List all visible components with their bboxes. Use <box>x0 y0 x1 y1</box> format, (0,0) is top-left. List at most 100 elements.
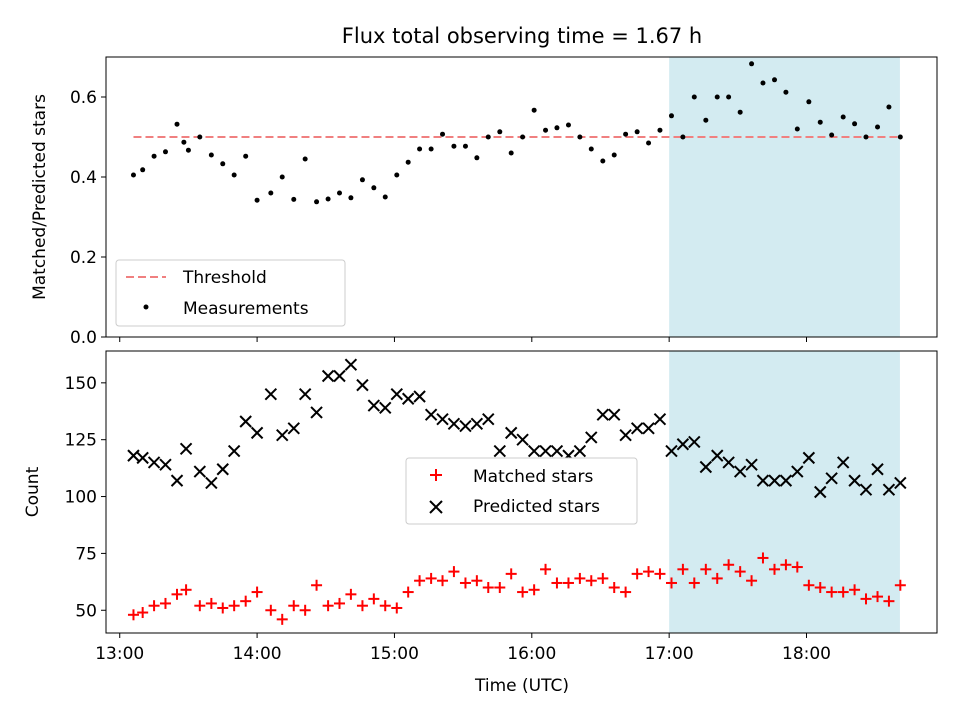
predicted-star-point <box>344 358 358 371</box>
time-x-ticks: 13:00 14:00 15:00 16:00 17:00 18:00 <box>95 633 831 664</box>
predicted-star-point <box>814 485 827 499</box>
measurement-point <box>680 134 686 140</box>
matched-star-point <box>757 552 769 564</box>
measurement-point <box>668 113 674 119</box>
matched-star-point <box>402 586 414 598</box>
measurement-point <box>325 196 331 202</box>
count-y-tick-label: 50 <box>75 601 97 621</box>
measurement-point <box>646 140 652 146</box>
predicted-star-point <box>825 472 838 485</box>
measurement-point <box>405 159 411 165</box>
measurement-point <box>485 134 491 140</box>
matched-star-point <box>345 588 357 600</box>
matched-star-point <box>826 586 838 598</box>
matched-stars-points <box>127 552 906 625</box>
predicted-star-point <box>379 401 392 415</box>
ratio-y-tick-label: 0.2 <box>70 248 97 268</box>
count-legend: Matched stars Predicted stars <box>405 457 638 525</box>
matched-star-point <box>228 600 240 612</box>
count-y-axis-label: Count <box>23 466 43 517</box>
predicted-star-point <box>147 456 161 469</box>
measurement-point <box>371 185 377 191</box>
measurement-point <box>840 114 846 120</box>
predicted-star-point <box>367 399 381 412</box>
measurement-point <box>197 134 203 140</box>
time-x-tick-label: 14:00 <box>233 644 282 664</box>
measurement-point <box>231 172 237 178</box>
measurement-point <box>348 195 354 201</box>
predicted-star-point <box>227 444 241 458</box>
measurement-point <box>208 152 214 158</box>
count-y-tick-label: 100 <box>65 488 97 508</box>
threshold-legend-label: Threshold <box>182 268 267 288</box>
measurement-point <box>623 131 629 137</box>
count-panel-frame <box>105 350 938 634</box>
ratio-legend-box <box>115 259 346 327</box>
measurement-point <box>181 139 187 145</box>
ratio-y-tick-label: 0.4 <box>70 168 97 188</box>
predicted-star-point <box>493 444 507 458</box>
predicted-star-point <box>802 451 816 465</box>
predicted-legend-label: Predicted stars <box>473 497 600 517</box>
predicted-star-point <box>791 465 804 478</box>
measurement-point <box>508 150 514 156</box>
matched-star-point <box>551 577 563 589</box>
matched-star-point <box>494 582 506 594</box>
predicted-star-point <box>516 433 529 446</box>
matched-star-point <box>849 584 861 596</box>
measurement-point <box>829 132 835 138</box>
measurement-point <box>151 153 157 159</box>
measurement-point <box>543 127 549 133</box>
predicted-star-point <box>527 444 541 458</box>
measurement-point <box>852 121 858 127</box>
matched-star-point <box>240 595 252 607</box>
predicted-star-point <box>170 474 184 487</box>
predicted-legend-swatch <box>429 500 443 514</box>
measurement-point <box>737 109 743 115</box>
measurement-point <box>174 121 180 127</box>
measurement-point <box>806 99 812 105</box>
matched-star-point <box>322 600 334 612</box>
predicted-star-point <box>619 428 632 442</box>
predicted-star-point <box>504 426 518 440</box>
predicted-star-point <box>894 476 907 490</box>
matched-star-point <box>688 577 700 589</box>
predicted-star-point <box>836 456 850 469</box>
measurement-point <box>162 149 168 155</box>
matched-star-point <box>437 575 449 587</box>
measurement-point <box>185 147 191 153</box>
measurement-point <box>451 143 457 149</box>
predicted-star-point <box>630 422 644 435</box>
matched-star-point <box>814 582 826 594</box>
matched-star-point <box>769 563 781 575</box>
measurement-point <box>588 146 594 152</box>
predicted-star-point <box>573 444 587 458</box>
matched-star-point <box>311 579 323 591</box>
matched-star-point <box>159 597 171 609</box>
matched-star-point <box>620 586 632 598</box>
predicted-star-point <box>321 369 335 383</box>
predicted-star-point <box>711 449 724 462</box>
measurement-point <box>462 143 468 149</box>
predicted-star-point <box>239 415 252 428</box>
predicted-star-point <box>356 378 369 392</box>
matched-star-point <box>654 568 666 580</box>
predicted-star-point <box>768 474 781 487</box>
measurement-point <box>359 177 365 183</box>
matched-star-point <box>643 566 655 578</box>
count-y-tick-label: 125 <box>65 431 97 451</box>
matched-star-point <box>299 604 311 616</box>
ratio-y-tick-label: 0.6 <box>70 88 97 108</box>
chart-title: Flux total observing time = 1.67 h <box>342 24 702 48</box>
measurement-point <box>886 104 892 110</box>
predicted-star-point <box>310 406 323 419</box>
ratio-y-ticks: 0.0 0.2 0.4 0.6 <box>70 88 106 348</box>
matched-star-point <box>734 566 746 578</box>
matched-star-point <box>368 593 380 605</box>
measurement-point <box>220 161 226 167</box>
measurement-point <box>714 94 720 100</box>
predicted-star-point <box>642 422 655 435</box>
predicted-star-point <box>390 388 403 401</box>
matched-star-point <box>127 609 139 621</box>
matched-star-point <box>471 575 483 587</box>
